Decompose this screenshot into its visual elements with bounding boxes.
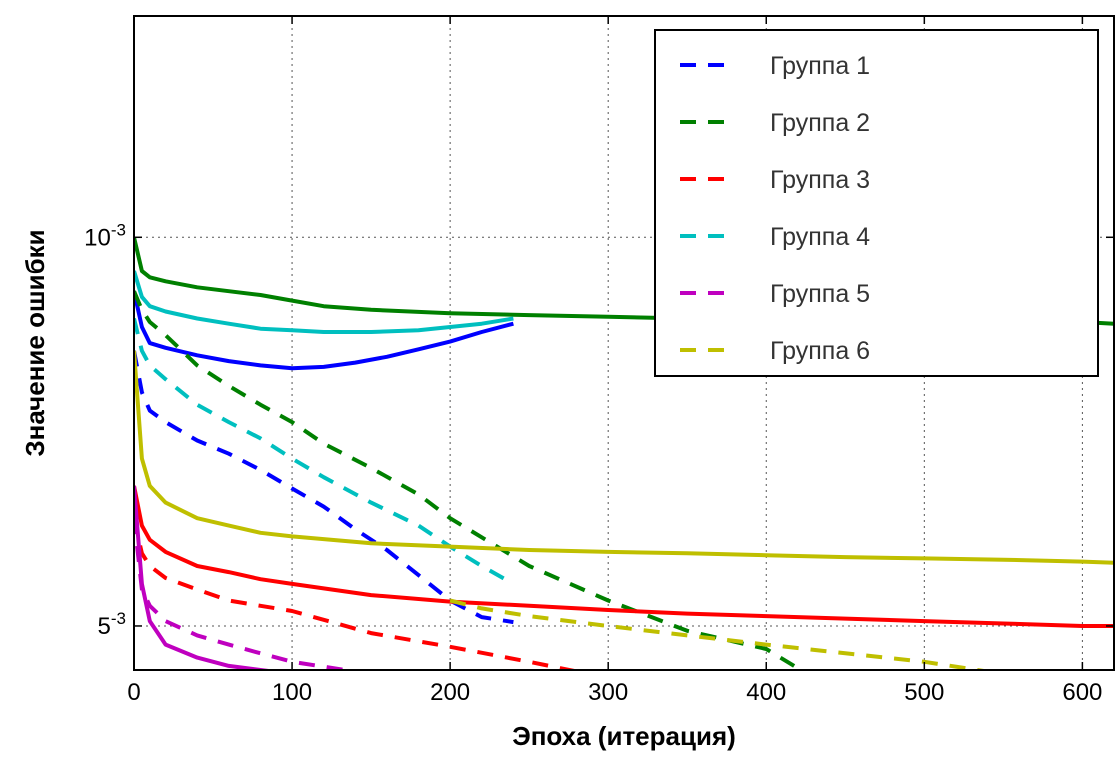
legend-label: Группа 4 [770,223,870,251]
series-4-dashed-line [134,318,515,586]
legend-label: Группа 6 [770,337,870,365]
x-tick-label: 500 [904,679,944,706]
plot-frame [133,15,1115,671]
y-tick-label: 10-3 [84,220,126,251]
series-5-solid-line [134,485,277,670]
x-tick-label: 200 [430,679,470,706]
y-tick-label: 5-3 [98,609,126,640]
series-1-solid-line [134,290,514,371]
series-6-solid-line [134,350,1114,565]
x-tick-label: 100 [272,679,312,706]
x-tick-label: 300 [588,679,628,706]
series-4-solid-line [134,270,514,334]
x-tick-label: 600 [1062,679,1102,706]
legend-label: Группа 1 [770,52,870,80]
series-6-dashed-line [449,598,991,670]
legend-label: Группа 5 [770,280,870,308]
y-axis-label: Значение ошибки [20,229,50,456]
series-2-dashed-line [134,290,805,670]
legend: Группа 1 Группа 2 Группа 3 Группа 4 Группа 5… [654,29,1099,377]
legend-label: Группа 3 [770,166,870,194]
legend-label: Группа 2 [770,109,870,137]
series-3-dashed-line [134,517,580,670]
x-axis-label: Эпоха (итерация) [512,721,736,751]
series-layer [134,236,1114,670]
x-tick-label: 400 [746,679,786,706]
legend-box [654,29,1099,377]
series-1-dashed-line [134,350,514,625]
x-tick-label: 0 [127,679,140,706]
ticks: 0 100 200 300 400 500 600 10-3 5-3 [84,16,1114,706]
